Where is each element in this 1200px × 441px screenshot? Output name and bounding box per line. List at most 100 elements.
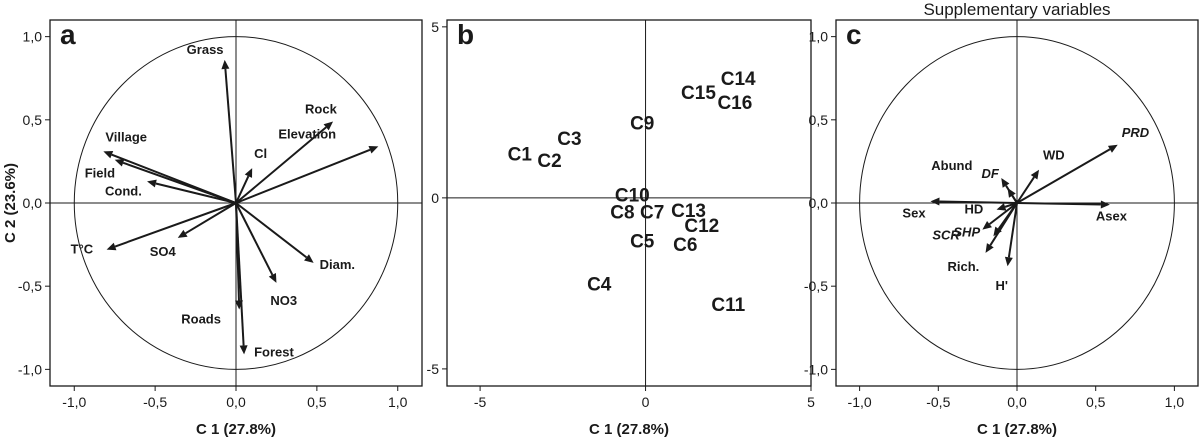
vector-label-no3: NO3: [270, 293, 297, 308]
vector-diam: [235, 202, 308, 259]
vector-sex: [939, 200, 1018, 204]
vector-elevation: [235, 148, 371, 204]
vector-wd: [1016, 176, 1035, 204]
y-axis-title: C 2 (23.6%): [2, 163, 19, 243]
y-tick-label: -5: [427, 361, 440, 377]
vector-df: [1011, 195, 1018, 204]
y-tick-label: 0: [431, 190, 439, 206]
site-label-c3: C3: [557, 129, 581, 150]
panel-c-supplementary-variables: -1,0 -0,5 0,0 0,5 1,0 1,0 0,5 0,0 -0,5 -1,0 C 1 (2…: [804, 0, 1199, 438]
y-tick-label: -1,0: [804, 361, 828, 377]
vector-label-asex: Asex: [1096, 209, 1128, 224]
arrowhead-rock: [323, 121, 334, 131]
arrowhead-village: [103, 150, 114, 159]
arrowhead-hd: [996, 203, 1007, 211]
vector-label-prd: PRD: [1122, 125, 1150, 140]
panel-letter-b: b: [457, 19, 474, 50]
site-label-c10: C10: [615, 185, 650, 206]
site-label-c8: C8: [610, 203, 634, 224]
vector-label-abund: Abund: [931, 158, 972, 173]
correlation-circle: [73, 36, 399, 370]
vector-prd: [1016, 148, 1111, 204]
y-tick-label: 0,5: [809, 112, 829, 128]
x-tick-label: 1,0: [1165, 394, 1185, 410]
arrowhead-no3: [268, 273, 277, 283]
y-tick-label: -0,5: [804, 278, 828, 294]
x-tick-label: -1,0: [848, 394, 872, 410]
vector-label-scr: SCR: [932, 228, 960, 243]
x-tick-label: 1,0: [388, 394, 408, 410]
x-tick-label: 0,5: [1086, 394, 1106, 410]
vector-so4: [184, 202, 237, 235]
x-tick-label: 0,5: [307, 394, 327, 410]
panel-title: Supplementary variables: [923, 0, 1110, 19]
site-label-c9: C9: [630, 114, 654, 135]
arrowhead-forest: [239, 345, 248, 355]
vector-label-field: Field: [85, 166, 115, 181]
site-label-c13: C13: [671, 201, 706, 222]
vector-asex: [1016, 202, 1101, 206]
panel-letter-a: a: [60, 19, 76, 50]
vector-scr: [988, 202, 1018, 225]
arrowhead-wd: [1030, 169, 1040, 180]
vector-no3: [235, 202, 274, 276]
vector-t-c: [114, 202, 237, 248]
site-label-c11: C11: [711, 295, 745, 316]
vector-forest: [235, 202, 245, 346]
vector-field: [122, 161, 237, 204]
arrowhead-shp: [993, 226, 1002, 237]
x-tick-label: -1,0: [62, 394, 86, 410]
x-tick-label: 0: [642, 394, 650, 410]
site-label-c4: C4: [587, 274, 612, 295]
vector-label-cond: Cond.: [105, 183, 142, 198]
arrowhead-cond: [147, 179, 157, 188]
y-tick-label: 1,0: [809, 29, 829, 45]
vector-rock: [235, 126, 327, 204]
arrowhead-field: [114, 159, 125, 167]
vector-cond: [155, 182, 237, 204]
arrowhead-elevation: [368, 146, 379, 154]
arrowhead-rich: [985, 243, 994, 253]
vector-label-village: Village: [105, 129, 147, 144]
vector-label-t-c: T°C: [71, 242, 94, 257]
x-axis-title: C 1 (27.8%): [977, 421, 1057, 438]
vector-cl: [235, 175, 250, 204]
x-tick-label: -5: [474, 394, 487, 410]
vector-label-elevation: Elevation: [278, 126, 336, 141]
site-label-c14: C14: [721, 69, 756, 90]
site-label-c5: C5: [630, 232, 655, 253]
vector-grass: [224, 68, 237, 204]
x-tick-label: 0,0: [1007, 394, 1027, 410]
arrowhead-h: [1004, 256, 1013, 267]
x-tick-label: 5: [807, 394, 815, 410]
arrowhead-asex: [1100, 200, 1110, 209]
arrowhead-prd: [1107, 144, 1118, 153]
arrowhead-sex: [930, 197, 940, 206]
arrowhead-diam: [304, 254, 314, 263]
site-label-c16: C16: [717, 93, 752, 114]
vector-label-shp: SHP: [953, 224, 980, 239]
vector-label-h: H': [996, 278, 1008, 293]
panel-letter-c: c: [846, 19, 862, 50]
arrowhead-df: [1007, 188, 1016, 198]
x-axis-title: C 1 (27.8%): [589, 421, 669, 438]
vector-label-forest: Forest: [254, 344, 294, 359]
x-axis-title: C 1 (27.8%): [196, 421, 276, 438]
arrowhead-t-c: [106, 242, 117, 251]
y-tick-label: 5: [431, 19, 439, 35]
y-tick-label: -1,0: [18, 361, 42, 377]
vector-label-wd: WD: [1043, 148, 1065, 163]
panel-a-correlation-circle: -1,0 -0,5 0,0 0,5 1,0 1,0 0,5 0,0 -0,5 -1,0 C 1 (2…: [2, 19, 423, 438]
site-label-c7: C7: [640, 203, 664, 224]
vector-label-rich: Rich.: [948, 259, 980, 274]
vector-label-df: DF: [982, 166, 1000, 181]
x-tick-label: 0,0: [226, 394, 246, 410]
vector-rich: [989, 202, 1018, 246]
site-label-c1: C1: [508, 144, 533, 165]
vector-label-so4: SO4: [150, 244, 177, 259]
vector-label-roads: Roads: [181, 311, 221, 326]
y-tick-label: -0,5: [18, 278, 42, 294]
vector-label-grass: Grass: [187, 42, 224, 57]
vector-label-diam: Diam.: [320, 257, 355, 272]
